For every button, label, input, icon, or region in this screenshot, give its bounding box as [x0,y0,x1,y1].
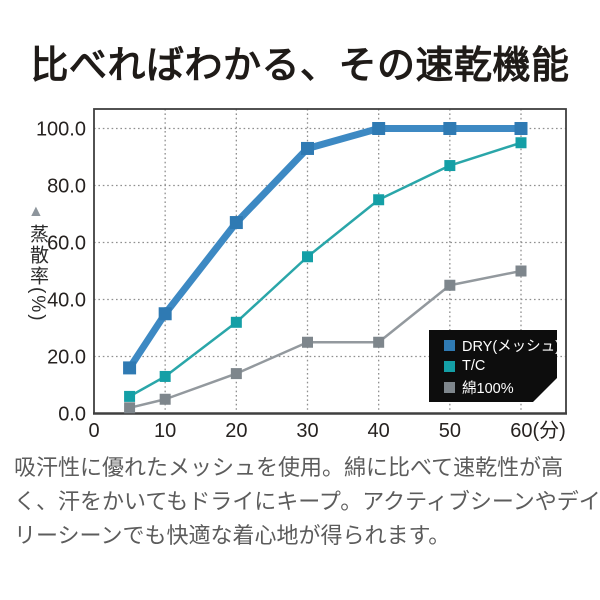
up-triangle-icon: ▲ [28,203,44,220]
legend-label: 綿100% [462,380,514,397]
y-axis-label: 蒸散率(%) [27,224,48,323]
data-point-marker [443,122,457,135]
y-tick-label: 20.0 [47,347,86,369]
legend-item-tc: T/C [444,357,557,375]
data-point-marker [515,265,527,277]
legend-item-dry-mesh: DRY(メッシュ) [444,336,557,354]
data-point-marker [373,194,385,206]
data-point-marker [124,402,136,414]
data-point-marker [230,368,242,380]
legend-item-cotton: 綿100% [444,378,557,396]
description-line: リーシーンでも快適な着心地が得られます。 [14,523,451,548]
y-tick-label: 80.0 [47,176,86,198]
legend-label: DRY(メッシュ) [462,338,561,355]
data-point-marker [302,336,313,348]
data-point-marker [229,216,243,230]
x-tick-label: 40 [368,420,390,442]
data-point-marker [159,370,171,382]
dry-mesh-swatch-icon [444,340,455,351]
page-title: 比べればわかる、その速乾機能 [30,45,570,87]
description-text: 吸汗性に優れたメッシュを使用。綿に比べて速乾性が高 く、汗をかいてもドライにキー… [14,451,600,553]
data-point-marker [123,361,137,375]
y-tick-label: 60.0 [47,233,86,255]
data-point-marker [302,251,313,263]
x-tick-label: 0 [88,420,99,442]
data-point-marker [444,279,456,291]
data-point-marker [158,307,172,321]
x-tick-label: 30 [296,420,318,442]
data-point-marker [159,393,171,405]
data-point-marker [515,137,527,149]
data-point-marker [514,122,528,135]
data-point-marker [301,141,314,155]
x-tick-label: 10 [154,420,176,442]
description-line: く、汗をかいてもドライにキープ。アクティブシーンやデイ [14,489,600,514]
tc-swatch-icon [444,361,455,372]
data-point-marker [124,390,136,402]
quick-dry-line-chart: 0.0 20.0 40.0 60.0 80.0 100.0 0 10 20 30 40 50 60(分) [36,108,567,442]
data-point-marker [230,316,242,328]
data-point-marker [444,160,456,172]
legend-label: T/C [462,358,486,374]
y-tick-label: 0.0 [58,404,86,426]
data-point-marker [372,122,386,135]
x-tick-label: 60(分) [510,419,566,442]
chart-legend: DRY(メッシュ) T/C 綿100% [429,330,557,402]
y-tick-label: 40.0 [47,290,86,312]
data-point-marker [373,336,385,348]
x-tick-label: 20 [225,420,247,442]
x-tick-label: 50 [439,420,461,442]
description-line: 吸汗性に優れたメッシュを使用。綿に比べて速乾性が高 [14,455,564,480]
y-tick-label: 100.0 [36,119,86,141]
cotton-swatch-icon [444,382,455,393]
